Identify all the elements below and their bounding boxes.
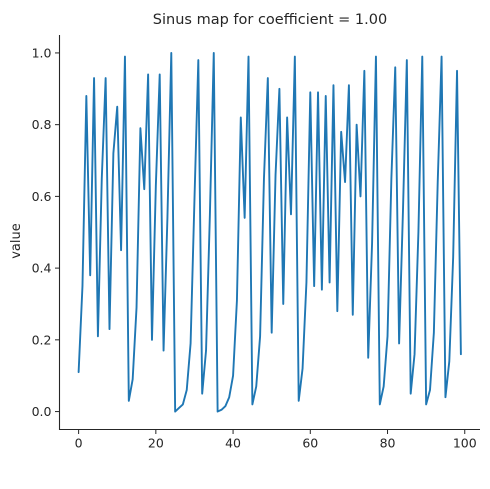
y-tick-label: 1.0 xyxy=(32,45,52,60)
y-axis-label: value xyxy=(9,223,24,259)
chart-title: Sinus map for coefficient = 1.00 xyxy=(153,12,387,28)
x-tick-label: 20 xyxy=(148,436,164,451)
x-tick-label: 40 xyxy=(225,436,241,451)
y-ticks: 0.0 0.2 0.4 0.6 0.8 1.0 xyxy=(32,45,60,419)
x-tick-label: 100 xyxy=(453,436,477,451)
x-ticks: 0 20 40 60 80 100 xyxy=(75,429,477,451)
series-line xyxy=(77,51,462,413)
x-tick-label: 60 xyxy=(302,436,318,451)
y-tick-label: 0.6 xyxy=(32,189,52,204)
series-layer xyxy=(77,51,462,413)
y-tick-label: 0.4 xyxy=(32,261,52,276)
y-tick-label: 0.2 xyxy=(32,332,52,347)
y-tick-label: 0.0 xyxy=(32,404,52,419)
y-tick-label: 0.8 xyxy=(32,117,52,132)
x-tick-label: 0 xyxy=(75,436,83,451)
x-tick-label: 80 xyxy=(380,436,396,451)
